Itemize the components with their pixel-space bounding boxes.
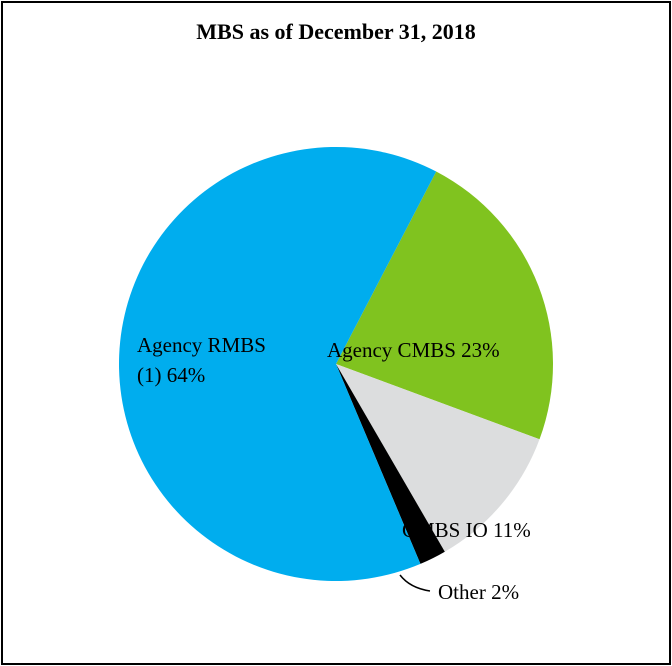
slice-agency-cmbs bbox=[336, 171, 553, 440]
label-agency-cmbs: Agency CMBS 23% bbox=[327, 338, 500, 362]
slice-other bbox=[336, 364, 445, 564]
slice-agency-rmbs bbox=[119, 147, 437, 581]
label-agency-rmbs: Agency RMBS (1) 64% bbox=[137, 333, 266, 387]
slice-cmbs-io bbox=[336, 364, 540, 552]
label-other: Other 2% bbox=[438, 580, 519, 604]
other-leader-line bbox=[399, 574, 431, 592]
chart-title: MBS as of December 31, 2018 bbox=[196, 19, 476, 44]
label-cmbs-io: CMBS IO 11% bbox=[402, 518, 531, 542]
